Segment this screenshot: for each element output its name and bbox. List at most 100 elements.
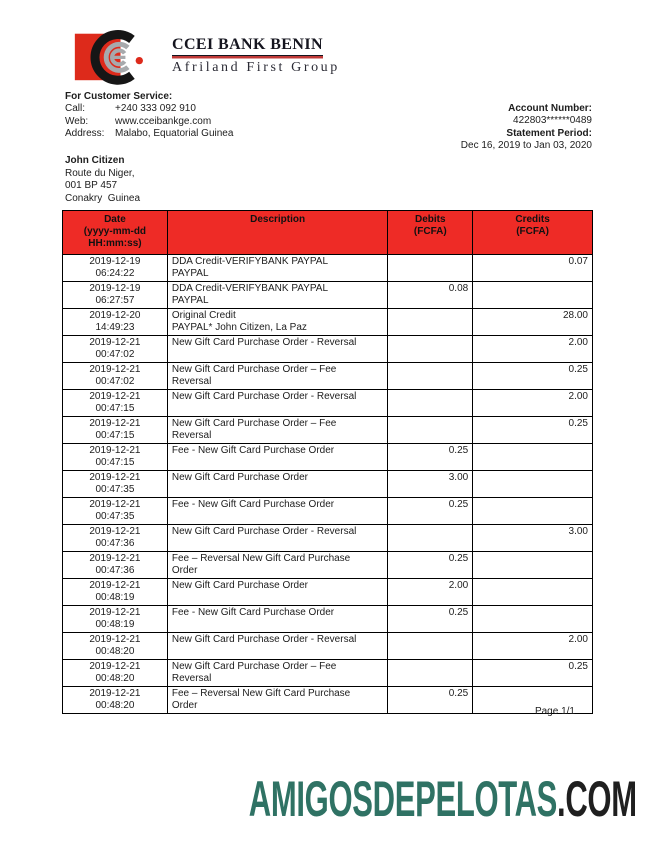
tx-datetime: 2019-12-19 06:24:22 (62, 254, 168, 282)
ccei-logo-icon (74, 30, 143, 85)
tx-datetime: 2019-12-21 00:47:15 (62, 389, 168, 417)
tx-debit: 0.08 (387, 281, 474, 309)
tx-time: 00:47:02 (95, 349, 135, 360)
tx-time: 00:47:35 (95, 484, 135, 495)
tx-description: New Gift Card Purchase Order (166, 578, 389, 606)
tx-datetime: 2019-12-21 00:47:36 (62, 551, 168, 579)
tx-time: 00:48:20 (95, 673, 135, 684)
web-value: www.cceibankge.com (115, 115, 212, 127)
tx-time: 00:47:36 (95, 538, 135, 549)
web-label: Web: (65, 115, 89, 127)
tx-time: 06:27:57 (95, 295, 135, 306)
address-value: Malabo, Equatorial Guinea (115, 127, 234, 139)
bank-logo-block: CCEI BANK BENIN Afriland First Group (64, 28, 340, 90)
tx-datetime: 2019-12-21 00:47:02 (62, 362, 168, 390)
tx-debit (387, 254, 474, 282)
table-row: 2019-12-21 00:47:15 New Gift Card Purcha… (62, 416, 593, 444)
tx-date: 2019-12-20 (89, 310, 141, 321)
table-row: 2019-12-21 00:47:02 New Gift Card Purcha… (62, 335, 593, 363)
watermark-name: AMIGOSDEPELOTAS (249, 771, 558, 827)
customer-address-line-3: Conakry Guinea (65, 192, 141, 204)
tx-description: DDA Credit-VERIFYBANK PAYPAL PAYPAL (166, 281, 389, 309)
service-row-web: Web: www.cceibankge.com (65, 116, 233, 128)
tx-credit (472, 497, 593, 525)
tx-date: 2019-12-21 (89, 364, 141, 375)
tx-debit: 3.00 (387, 470, 474, 498)
tx-debit: 0.25 (387, 443, 474, 471)
tx-time: 00:48:19 (95, 592, 135, 603)
tx-description: New Gift Card Purchase Order – Fee Rever… (166, 416, 389, 444)
tx-debit: 0.25 (387, 605, 474, 633)
tx-date: 2019-12-19 (89, 256, 141, 267)
tx-date: 2019-12-21 (89, 391, 141, 402)
watermark-logo: AMIGOSDEPELOTAS.COM (249, 770, 637, 828)
tx-datetime: 2019-12-21 00:48:19 (62, 605, 168, 633)
tx-time: 00:47:15 (95, 403, 135, 414)
tx-credit: 0.25 (472, 659, 593, 687)
tx-date: 2019-12-21 (89, 499, 141, 510)
tx-credit: 2.00 (472, 389, 593, 417)
tx-date: 2019-12-21 (89, 526, 141, 537)
table-row: 2019-12-21 00:48:20 New Gift Card Purcha… (62, 659, 593, 687)
tx-credit (472, 470, 593, 498)
tx-credit (472, 686, 593, 714)
tx-description: New Gift Card Purchase Order - Reversal (166, 632, 389, 660)
bank-name-block: CCEI BANK BENIN Afriland First Group (172, 36, 340, 76)
table-row: 2019-12-21 00:47:35 New Gift Card Purcha… (62, 470, 593, 498)
customer-address-block: John Citizen Route du Niger, 001 BP 457 … (65, 155, 140, 205)
account-number-value: 422803******0489 (513, 115, 592, 127)
tx-date: 2019-12-19 (89, 283, 141, 294)
tx-datetime: 2019-12-19 06:27:57 (62, 281, 168, 309)
tx-description: Fee – Reversal New Gift Card Purchase Or… (166, 686, 389, 714)
table-row: 2019-12-21 00:47:36 Fee – Reversal New G… (62, 551, 593, 579)
tx-time: 00:48:20 (95, 700, 135, 711)
tx-debit: 0.25 (387, 497, 474, 525)
header-row: Date (yyyy-mm-dd HH:mm:ss) Description D… (62, 210, 593, 255)
table-row: 2019-12-21 00:48:20 Fee – Reversal New G… (62, 686, 593, 714)
tx-date: 2019-12-21 (89, 688, 141, 699)
table-row: 2019-12-19 06:24:22 DDA Credit-VERIFYBAN… (62, 254, 593, 282)
tx-date: 2019-12-21 (89, 445, 141, 456)
page-number: Page 1/1 (534, 706, 575, 717)
bank-name: CCEI BANK BENIN (172, 36, 323, 56)
statement-period-value: Dec 16, 2019 to Jan 03, 2020 (460, 139, 592, 151)
tx-description: Fee – Reversal New Gift Card Purchase Or… (166, 551, 389, 579)
table-row: 2019-12-21 00:47:36 New Gift Card Purcha… (62, 524, 593, 552)
tx-datetime: 2019-12-20 14:49:23 (62, 308, 168, 336)
tx-debit (387, 308, 474, 336)
header-date: Date (yyyy-mm-dd HH:mm:ss) (62, 210, 168, 255)
tx-debit: 0.25 (387, 551, 474, 579)
tx-datetime: 2019-12-21 00:47:15 (62, 416, 168, 444)
call-value: +240 333 092 910 (115, 103, 196, 115)
transactions-tbody: 2019-12-19 06:24:22 DDA Credit-VERIFYBAN… (62, 254, 593, 714)
tx-date: 2019-12-21 (89, 580, 141, 591)
tx-date: 2019-12-21 (89, 607, 141, 618)
tx-date: 2019-12-21 (89, 418, 141, 429)
transactions-table-header: Date (yyyy-mm-dd HH:mm:ss) Description D… (62, 210, 593, 255)
tx-debit (387, 632, 474, 660)
tx-time: 00:47:36 (95, 565, 135, 576)
account-info-block: Account Number: 422803******0489 Stateme… (461, 103, 592, 152)
table-row: 2019-12-21 00:47:15 New Gift Card Purcha… (62, 389, 593, 417)
tx-datetime: 2019-12-21 00:47:35 (62, 470, 168, 498)
table-row: 2019-12-21 00:48:19 New Gift Card Purcha… (62, 578, 593, 606)
table-row: 2019-12-19 06:27:57 DDA Credit-VERIFYBAN… (62, 281, 593, 309)
table-row: 2019-12-21 00:47:15 Fee - New Gift Card … (62, 443, 593, 471)
tx-description: Original Credit PAYPAL* John Citizen, La… (166, 308, 389, 336)
header-description: Description (166, 210, 389, 255)
tx-datetime: 2019-12-21 00:48:19 (62, 578, 168, 606)
table-row: 2019-12-21 00:47:02 New Gift Card Purcha… (62, 362, 593, 390)
tx-credit: 0.07 (472, 254, 593, 282)
address-label: Address: (65, 127, 105, 139)
tx-description: New Gift Card Purchase Order - Reversal (166, 335, 389, 363)
call-label: Call: (65, 103, 86, 115)
tx-date: 2019-12-21 (89, 472, 141, 483)
tx-debit (387, 524, 474, 552)
tx-credit: 0.25 (472, 416, 593, 444)
tx-date: 2019-12-21 (89, 553, 141, 564)
tx-credit: 2.00 (472, 335, 593, 363)
tx-datetime: 2019-12-21 00:47:36 (62, 524, 168, 552)
tx-credit: 2.00 (472, 632, 593, 660)
table-row: 2019-12-21 00:48:19 Fee - New Gift Card … (62, 605, 593, 633)
tx-debit (387, 416, 474, 444)
